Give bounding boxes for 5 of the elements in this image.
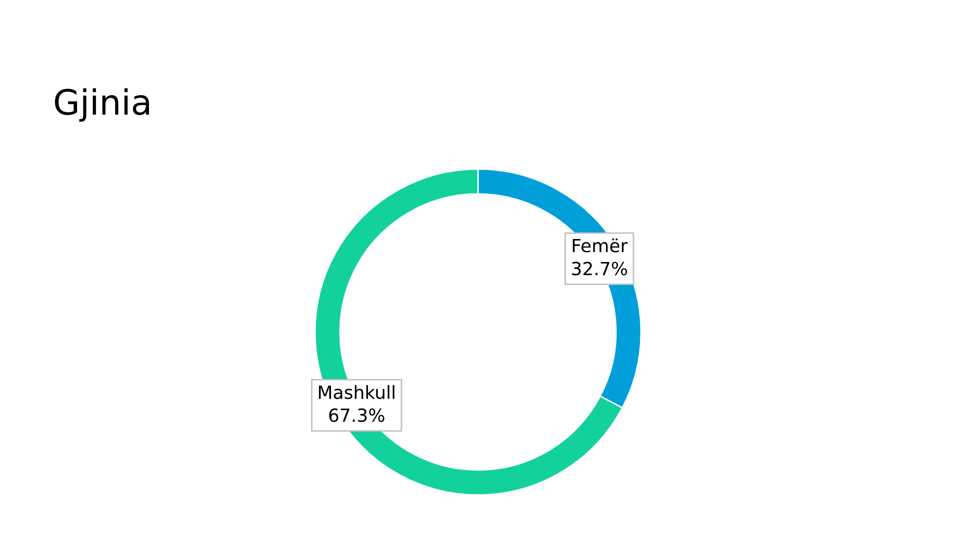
slice-label: Mashkull [318,385,394,400]
data-label: 32.7% [572,262,628,276]
data-label: 67.3% [329,408,384,422]
slice-label: Femër [572,238,628,252]
chart-title: Gjinia [54,88,149,122]
